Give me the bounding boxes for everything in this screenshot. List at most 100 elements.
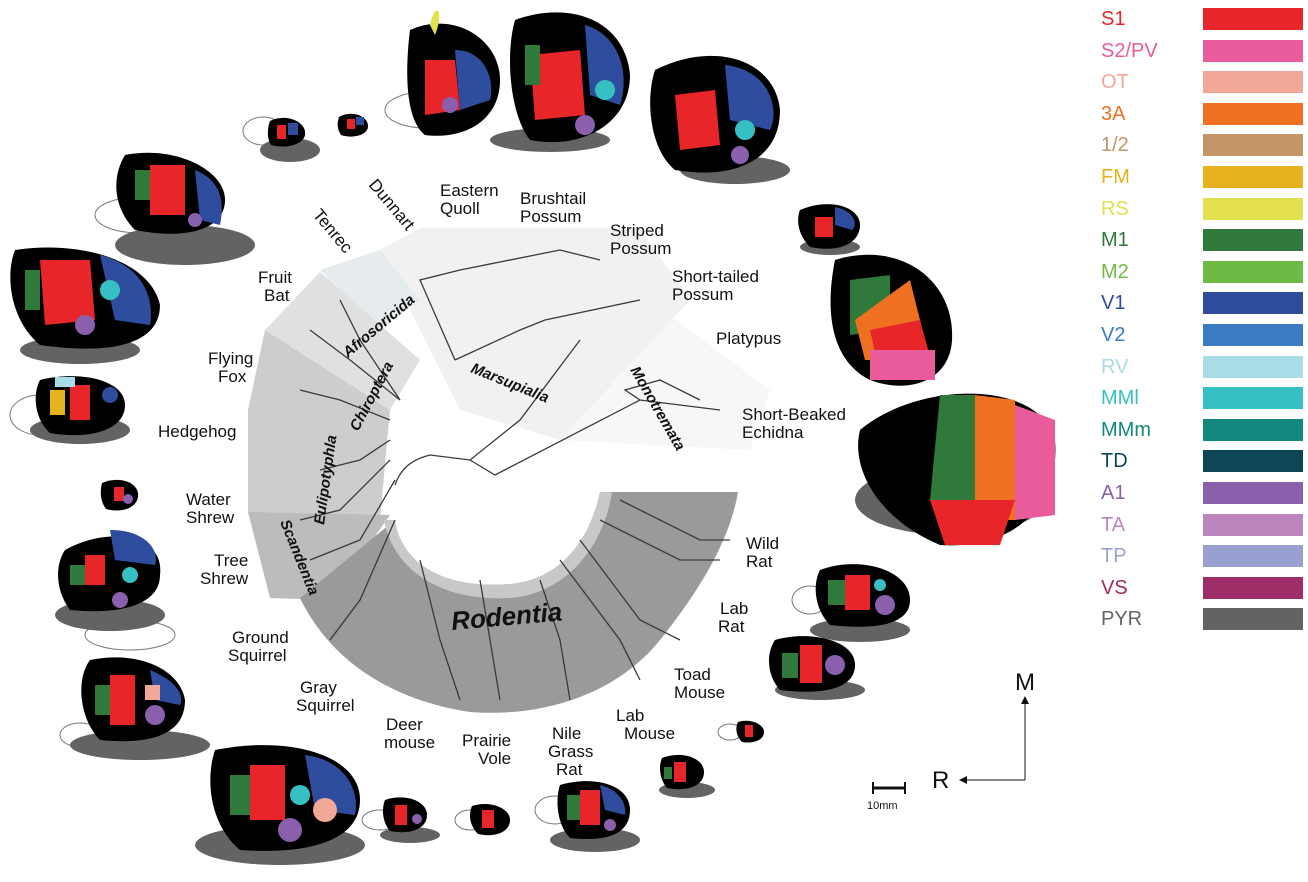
label-water-shrew: Water [186, 490, 231, 509]
label-prairie-vole: Prairie [462, 731, 511, 750]
label-eastern-quoll: Eastern [440, 181, 499, 200]
legend-swatch [1203, 608, 1303, 631]
brain-map-fruit-bat [94, 152, 255, 265]
label-nile-grass-rat: Nile [552, 724, 581, 743]
legend-swatch [1203, 134, 1303, 157]
brain-map-brushtail-possum [490, 12, 630, 152]
axis-label-rostral: R [932, 767, 949, 794]
label-platypus: Platypus [716, 329, 781, 348]
legend-label: M2 [1101, 260, 1129, 283]
label-toad-mouse: Toad [674, 665, 711, 684]
legend-item: V1 [1095, 290, 1305, 316]
clade-bg-chiroptera [265, 272, 420, 410]
legend-label: V2 [1101, 324, 1126, 346]
scale-bar: 10mm [867, 782, 906, 812]
legend-label: MMm [1101, 418, 1151, 441]
label-flying-fox: Flying [208, 349, 253, 368]
legend-item: TA [1095, 512, 1305, 538]
legend-swatch [1203, 71, 1303, 94]
label-shorttailed: Short-tailed [672, 267, 759, 286]
brain-map-echidna [855, 393, 1056, 546]
legend-item: M1 [1095, 227, 1305, 253]
label-tree-shrew-2: Shrew [200, 569, 249, 588]
legend-item: MMl [1095, 385, 1305, 411]
brain-map-deer-mouse [361, 797, 440, 843]
legend-swatch [1203, 387, 1303, 410]
label-echidna-2: Echidna [742, 423, 804, 442]
label-wild-rat: Wild [746, 534, 779, 553]
legend-label: V1 [1101, 292, 1126, 315]
label-brushtail: Brushtail [520, 189, 586, 208]
legend-swatch [1203, 197, 1303, 220]
legend-swatch [1203, 166, 1303, 188]
label-striped: Striped [610, 221, 664, 240]
legend-label: PYR [1101, 608, 1143, 631]
legend-label: VS [1101, 576, 1128, 599]
label-lab-mouse-2: Mouse [624, 724, 675, 743]
legend-swatch [1203, 355, 1303, 378]
brain-map-water-shrew [100, 479, 139, 511]
legend-swatch [1203, 513, 1303, 536]
label-lab-rat: Lab [720, 599, 748, 618]
axis-label-medial: M [1015, 669, 1035, 696]
legend-label: OT [1101, 71, 1129, 94]
label-water-shrew-2: Shrew [186, 508, 235, 527]
legend-swatch [1203, 229, 1303, 252]
brain-map-platypus [830, 254, 953, 386]
clade-bg-marsupialia [380, 228, 690, 440]
legend-swatch [1203, 450, 1303, 473]
legend-swatch [1203, 324, 1303, 346]
legend-label: 3A [1101, 102, 1126, 125]
label-tree-shrew: Tree [214, 551, 248, 570]
label-eastern-quoll-2: Quoll [440, 199, 480, 218]
label-flying-fox-2: Fox [218, 367, 247, 386]
brain-map-tree-shrew [55, 530, 176, 651]
label-ground-squirrel-2: Squirrel [228, 646, 287, 665]
legend-label: RS [1101, 197, 1129, 220]
label-tenrec: Tenrec [309, 205, 357, 257]
brain-map-lab-mouse [659, 754, 715, 798]
brain-map-nile-grass-rat [534, 781, 640, 852]
brain-map-short-tailed-possum [798, 204, 860, 255]
legend-label: 1/2 [1101, 134, 1129, 157]
brain-map-striped-possum [650, 55, 790, 184]
clade-bg-rodentia-ring [384, 492, 612, 599]
legend-item: VS [1095, 575, 1305, 601]
label-deer-mouse: Deer [386, 715, 423, 734]
legend-item: 3A [1095, 101, 1305, 127]
label-toad-mouse-2: Mouse [674, 683, 725, 702]
label-prairie-vole-2: Vole [478, 749, 511, 768]
legend-item: RS [1095, 196, 1305, 222]
legend-item: RV [1095, 354, 1305, 380]
legend-label: M1 [1101, 229, 1129, 252]
legend-item: A1 [1095, 480, 1305, 506]
legend-item: 1/2 [1095, 132, 1305, 158]
brain-map-prairie-vole [454, 803, 510, 836]
clade-bg-eulipotyphla [248, 330, 390, 520]
label-ground-squirrel: Ground [232, 628, 289, 647]
legend-label: A1 [1101, 482, 1126, 504]
label-dunnart: Dunnart [365, 175, 419, 234]
brain-maps [9, 10, 1056, 865]
legend-label: MMl [1101, 387, 1139, 410]
legend-item: FM [1095, 164, 1305, 190]
label-shorttailed-2: Possum [672, 285, 733, 304]
tree-branches [299, 249, 730, 701]
legend-swatch [1203, 8, 1303, 30]
label-gray-squirrel: Gray [300, 678, 337, 697]
legend-label: S1 [1101, 8, 1126, 30]
legend-label: TP [1101, 545, 1127, 568]
clade-bg-afrosoricida [320, 250, 420, 330]
legend-label: FM [1101, 166, 1130, 188]
legend-swatch [1203, 418, 1303, 441]
legend-swatch [1203, 545, 1303, 568]
label-fruit-bat-2: Bat [264, 286, 290, 305]
legend-item: S2/PV [1095, 38, 1305, 64]
clade-bg-monotremata [560, 300, 770, 450]
legend-item: TD [1095, 448, 1305, 474]
legend-item: MMm [1095, 417, 1305, 443]
legend-label: S2/PV [1101, 39, 1158, 62]
label-deer-mouse-2: mouse [384, 733, 435, 752]
label-gray-squirrel-2: Squirrel [296, 696, 355, 715]
